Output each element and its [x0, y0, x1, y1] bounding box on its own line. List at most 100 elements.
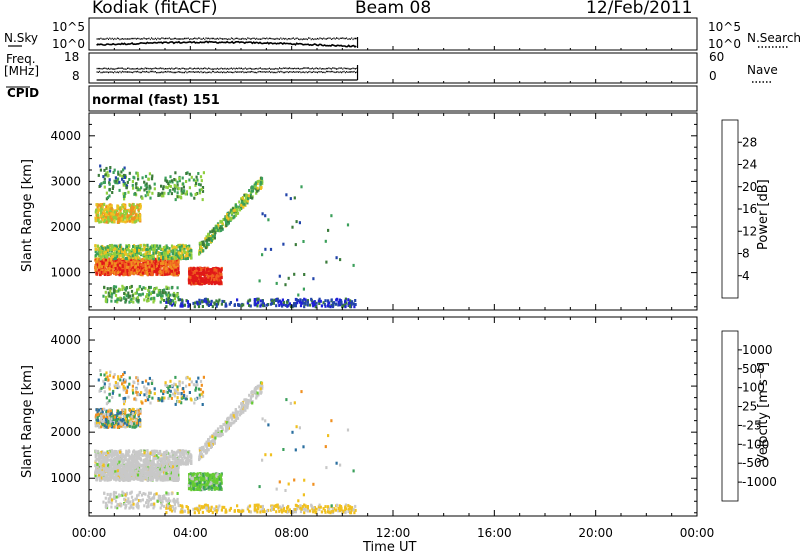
velocity-cell	[133, 466, 137, 470]
power-cell	[286, 304, 289, 308]
velocity-cell	[165, 471, 168, 475]
power-cell	[207, 273, 210, 276]
power-cell	[207, 237, 210, 241]
power-cell	[159, 269, 162, 273]
power-cell	[135, 291, 138, 295]
power-cell	[123, 209, 126, 213]
velocity-cell	[189, 479, 192, 483]
power-cell	[149, 267, 152, 271]
power-cell	[337, 301, 340, 304]
velocity-cell	[153, 473, 156, 477]
velocity-cell	[190, 459, 193, 463]
power-cell	[153, 187, 156, 191]
y-tick-label: 4000	[50, 129, 81, 143]
power-cell	[132, 261, 135, 265]
power-cell	[256, 298, 259, 302]
power-cell	[164, 262, 167, 266]
power-cell	[198, 243, 202, 247]
power-cell	[176, 286, 179, 290]
power-cell	[351, 300, 354, 304]
velocity-cell	[132, 456, 135, 460]
velocity-cell	[128, 472, 131, 475]
power-cell	[188, 186, 191, 190]
power-cell	[116, 177, 120, 181]
velocity-cell	[160, 467, 163, 471]
velocity-cell	[172, 465, 175, 469]
power-cell	[210, 268, 213, 271]
velocity-cell	[172, 477, 175, 481]
velocity-cell	[105, 461, 108, 465]
cpid-value: normal (fast) 151	[92, 93, 220, 108]
power-cell	[172, 294, 175, 297]
power-cell	[114, 247, 117, 251]
velocity-cell	[124, 474, 127, 478]
power-cell	[125, 252, 128, 256]
power-cell	[210, 239, 213, 243]
power-cell	[270, 302, 273, 305]
power-cell	[108, 194, 111, 198]
power-cell	[102, 210, 105, 214]
velocity-cell	[118, 479, 121, 482]
power-cell	[160, 262, 163, 266]
velocity-cell	[105, 467, 108, 471]
power-cell	[285, 300, 289, 304]
power-cell	[99, 212, 102, 216]
power-cell	[198, 249, 201, 253]
power-cell	[123, 249, 126, 253]
velocity-cell	[201, 483, 204, 487]
power-cell	[122, 286, 125, 290]
velocity-cell	[114, 470, 117, 474]
power-cell	[208, 276, 211, 280]
power-cell	[126, 265, 129, 269]
power-cell	[337, 303, 340, 307]
power-cell	[139, 270, 142, 274]
velocity-cell	[172, 455, 175, 459]
power-cell	[344, 305, 347, 309]
velocity-cell	[187, 484, 191, 488]
power-cell	[207, 232, 210, 236]
power-cell	[133, 251, 136, 255]
power-cell	[148, 172, 151, 176]
velocity-cell	[188, 450, 191, 453]
power-cell	[167, 286, 170, 290]
power-cell	[161, 194, 164, 198]
power-cell	[187, 255, 190, 259]
power-cell	[203, 244, 206, 248]
power-cell	[136, 216, 139, 220]
power-cell	[137, 300, 140, 304]
power-cell	[104, 173, 107, 177]
velocity-cell	[175, 462, 178, 466]
power-cell	[243, 199, 246, 203]
velocity-cell	[118, 464, 121, 468]
power-cell	[95, 208, 98, 212]
power-cell	[195, 269, 198, 273]
power-cell	[174, 266, 177, 270]
velocity-cell	[110, 470, 113, 474]
power-cell	[176, 264, 179, 268]
power-cell	[160, 273, 163, 276]
power-cell	[259, 299, 262, 303]
velocity-cell	[133, 474, 136, 478]
power-cell	[205, 281, 208, 285]
power-cell	[180, 244, 183, 248]
power-cell	[189, 273, 192, 277]
power-cell	[164, 248, 167, 252]
power-cell	[285, 193, 288, 197]
power-cell	[116, 298, 119, 302]
power-cell	[102, 294, 105, 298]
power-cell	[317, 299, 320, 303]
velocity-cell	[124, 468, 127, 472]
power-cell	[156, 267, 159, 271]
power-cell	[279, 300, 283, 304]
velocity-cell	[159, 471, 162, 475]
power-cell	[241, 198, 244, 202]
velocity-cell	[115, 464, 118, 468]
power-cell	[135, 206, 138, 210]
power-cell	[169, 175, 172, 179]
power-cell	[127, 291, 130, 295]
velocity-cell	[99, 466, 102, 470]
power-cell	[327, 304, 330, 308]
velocity-cell	[150, 473, 154, 477]
velocity-cell	[165, 449, 168, 453]
velocity-cell	[152, 460, 155, 464]
